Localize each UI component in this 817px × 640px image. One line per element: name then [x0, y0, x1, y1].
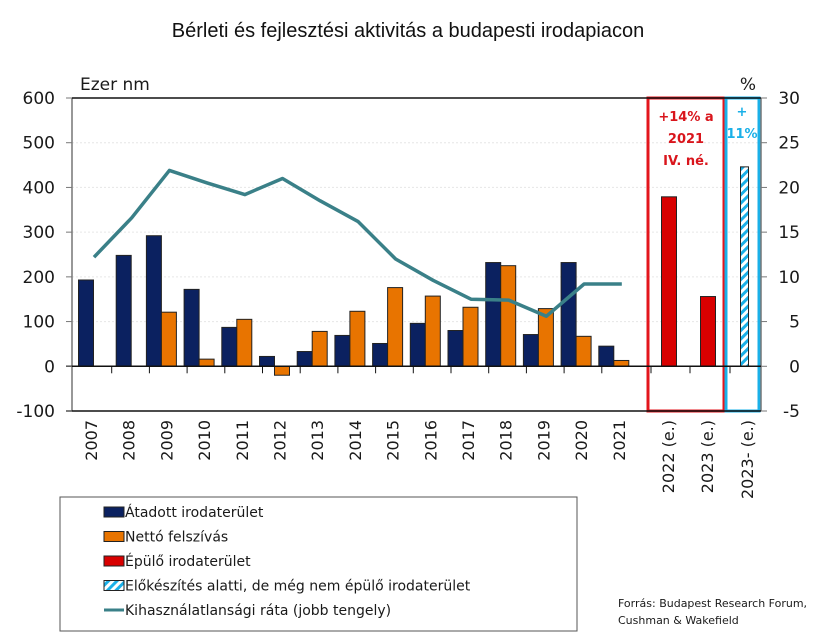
- legend-label: Épülő irodaterület: [125, 553, 251, 570]
- bar-2013-bar: [311, 330, 328, 367]
- y-tick-label-right: 20: [778, 178, 800, 198]
- bar-2023-e--bar-hatched: [740, 166, 749, 367]
- x-tick-label: 2018: [497, 420, 516, 461]
- x-tick-label: 2008: [120, 420, 139, 461]
- annotation-red-line: 2021: [668, 132, 704, 147]
- bar-2016-bar: [424, 295, 441, 367]
- bar-2015-bar: [372, 342, 389, 367]
- y-tick-label-left: 400: [23, 178, 55, 198]
- bar-2011-bar: [236, 318, 253, 367]
- source-line-1: Forrás: Budapest Research Forum,: [618, 597, 807, 610]
- y-tick-label-left: 100: [23, 313, 55, 333]
- x-tick-label: 2009: [157, 420, 176, 461]
- bar-2020-bar: [575, 335, 592, 367]
- x-tick-label: 2015: [384, 420, 403, 461]
- annotations: +14% a 2021 IV. né. +11%: [658, 105, 757, 169]
- bars: [78, 166, 749, 376]
- y-tick-label-right: 0: [789, 357, 800, 377]
- x-tick-label: 2022 (e.): [659, 420, 678, 493]
- x-tick-label: 2010: [195, 420, 214, 461]
- x-tick-label: 2023- (e.): [738, 420, 757, 499]
- bar-2017-bar: [447, 330, 464, 367]
- y-ticks-right: -5 0 5 10 15 20 25 30: [761, 89, 800, 422]
- bar-2021-bar: [598, 345, 615, 367]
- bar-2010-bar: [198, 358, 215, 367]
- bar-2018-bar: [500, 265, 517, 367]
- x-tick-label: 2017: [459, 420, 478, 461]
- y-tick-label-right: 10: [778, 268, 800, 288]
- y-tick-label-right: 5: [789, 313, 800, 333]
- x-tick-label: 2011: [233, 420, 252, 461]
- bar-2018-bar: [485, 262, 502, 367]
- x-tick-label: 2013: [308, 420, 327, 461]
- bar-2009-bar: [160, 311, 177, 367]
- y-tick-label-left: -100: [16, 402, 55, 422]
- y-tick-label-right: -5: [783, 402, 800, 422]
- vacancy-line: [92, 168, 622, 318]
- x-tick-label: 2023 (e.): [698, 420, 717, 493]
- y-tick-label-right: 15: [778, 223, 800, 243]
- y-axis-right-label: %: [740, 75, 756, 95]
- annotation-blue-line: +: [737, 105, 748, 120]
- legend: Átadott irodaterület Nettó felszívás Épülő…: [59, 496, 578, 632]
- legend-label: Kihasználatlansági ráta (jobb tengely): [125, 603, 391, 619]
- x-tick-label: 2019: [534, 420, 553, 461]
- bar-2014-bar: [349, 310, 366, 367]
- x-ticks: 2007 2008 2009 2010 2011 2012 2013 2014 2015 2016…: [82, 420, 757, 499]
- legend-label: Átadott irodaterület: [125, 504, 264, 521]
- bar-2008-bar: [115, 254, 132, 367]
- y-tick-label-left: 200: [23, 268, 55, 288]
- bar-2010-bar: [183, 288, 200, 367]
- x-tick-label: 2020: [572, 420, 591, 461]
- bar-2009-bar: [145, 235, 162, 367]
- vacancy-rate-line: [92, 168, 622, 318]
- source-line-2: Cushman & Wakefield: [618, 614, 739, 627]
- bar-2012-bar: [274, 365, 290, 376]
- annotation-blue-line: 11%: [726, 127, 757, 142]
- bar-2022-e--bar: [661, 196, 677, 367]
- y-tick-label-left: 0: [44, 357, 55, 377]
- chart-title: Bérleti és fejlesztési aktivitás a budap…: [172, 20, 644, 42]
- bar-2012-bar: [259, 355, 275, 367]
- annotation-red-line: IV. né.: [663, 154, 709, 169]
- y-axis-left-label: Ezer nm: [80, 75, 150, 95]
- bar-2016-bar: [409, 322, 426, 367]
- y-tick-label-left: 600: [23, 89, 55, 109]
- bar-2015-bar: [387, 287, 404, 367]
- bar-2007-bar: [78, 279, 94, 367]
- gridlines: [72, 142, 761, 323]
- legend-swatch: [103, 555, 125, 567]
- y-tick-label-right: 25: [778, 134, 800, 154]
- legend-label: Nettó felszívás: [125, 530, 228, 546]
- x-tick-label: 2021: [610, 420, 629, 461]
- bar-2019-bar: [522, 334, 539, 367]
- y-tick-label-left: 500: [23, 134, 55, 154]
- legend-label: Előkészítés alatti, de még nem épülő iro…: [125, 579, 471, 595]
- legend-swatch: [103, 531, 125, 542]
- bar-2020-bar: [560, 262, 577, 367]
- bar-2017-bar: [462, 306, 479, 367]
- x-tick-label: 2007: [82, 420, 101, 461]
- x-tick-label: 2016: [421, 420, 440, 461]
- x-tick-label: 2012: [271, 420, 290, 461]
- legend-frame: [59, 496, 578, 632]
- bar-2014-bar: [334, 334, 351, 367]
- legend-swatch: [103, 506, 125, 518]
- bar-2021-bar: [613, 359, 630, 367]
- bar-2013-bar: [296, 351, 313, 367]
- x-tick-label: 2014: [346, 420, 365, 461]
- y-tick-label-left: 300: [23, 223, 55, 243]
- annotation-red-line: +14% a: [658, 110, 713, 125]
- bar-2011-bar: [221, 326, 238, 367]
- y-tick-label-right: 30: [778, 89, 800, 109]
- axes: [66, 97, 762, 412]
- y-ticks-left: -100 0 100 200 300 400 500 600: [16, 89, 72, 422]
- legend-swatch: [103, 580, 125, 591]
- bar-2023-e--bar: [700, 296, 716, 367]
